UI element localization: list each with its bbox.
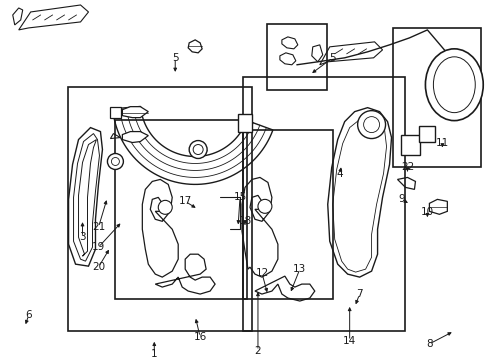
Text: 13: 13 (293, 264, 306, 274)
Text: 7: 7 (356, 289, 362, 299)
Polygon shape (122, 131, 148, 143)
Text: 10: 10 (420, 207, 433, 217)
Text: 14: 14 (343, 336, 356, 346)
Text: 1: 1 (151, 349, 157, 359)
Polygon shape (327, 108, 391, 277)
Polygon shape (188, 40, 202, 53)
Text: 12: 12 (255, 268, 268, 278)
Polygon shape (397, 177, 415, 189)
Circle shape (107, 153, 123, 170)
Polygon shape (428, 199, 447, 214)
Bar (419, 126, 434, 141)
Bar (67, 87, 251, 331)
Text: 19: 19 (92, 242, 105, 252)
Text: 4: 4 (336, 170, 342, 179)
Polygon shape (142, 179, 178, 277)
Text: 16: 16 (193, 332, 206, 342)
Polygon shape (279, 53, 295, 65)
Text: 11: 11 (435, 138, 448, 148)
Bar (266, 24, 326, 90)
Polygon shape (311, 45, 322, 62)
Bar (392, 28, 480, 167)
Polygon shape (19, 5, 88, 30)
Polygon shape (319, 42, 382, 65)
Text: 8: 8 (425, 339, 432, 349)
Bar (243, 130, 332, 299)
Bar (110, 107, 121, 118)
Text: 3: 3 (79, 232, 86, 242)
Text: 9: 9 (397, 194, 404, 204)
Polygon shape (155, 254, 215, 294)
Text: 2: 2 (254, 346, 261, 356)
Bar (238, 114, 251, 131)
Text: 18: 18 (238, 216, 251, 226)
Polygon shape (242, 177, 277, 277)
Circle shape (357, 111, 385, 139)
Bar (243, 77, 405, 331)
Text: 20: 20 (92, 262, 105, 272)
Text: 5: 5 (172, 53, 178, 63)
Text: 6: 6 (25, 310, 32, 320)
Bar (400, 135, 420, 154)
Circle shape (258, 199, 271, 213)
Polygon shape (281, 37, 297, 49)
Ellipse shape (425, 49, 482, 121)
Polygon shape (68, 127, 102, 266)
Polygon shape (122, 107, 148, 118)
Text: 22: 22 (400, 162, 413, 172)
Bar (115, 120, 246, 299)
Polygon shape (13, 8, 22, 25)
Text: 5: 5 (329, 53, 335, 63)
Circle shape (189, 140, 207, 158)
Polygon shape (113, 107, 272, 184)
Text: 21: 21 (92, 222, 105, 232)
Polygon shape (110, 134, 120, 139)
Text: 17: 17 (178, 196, 191, 206)
Text: 15: 15 (233, 192, 246, 202)
Circle shape (158, 201, 172, 214)
Polygon shape (254, 276, 314, 301)
